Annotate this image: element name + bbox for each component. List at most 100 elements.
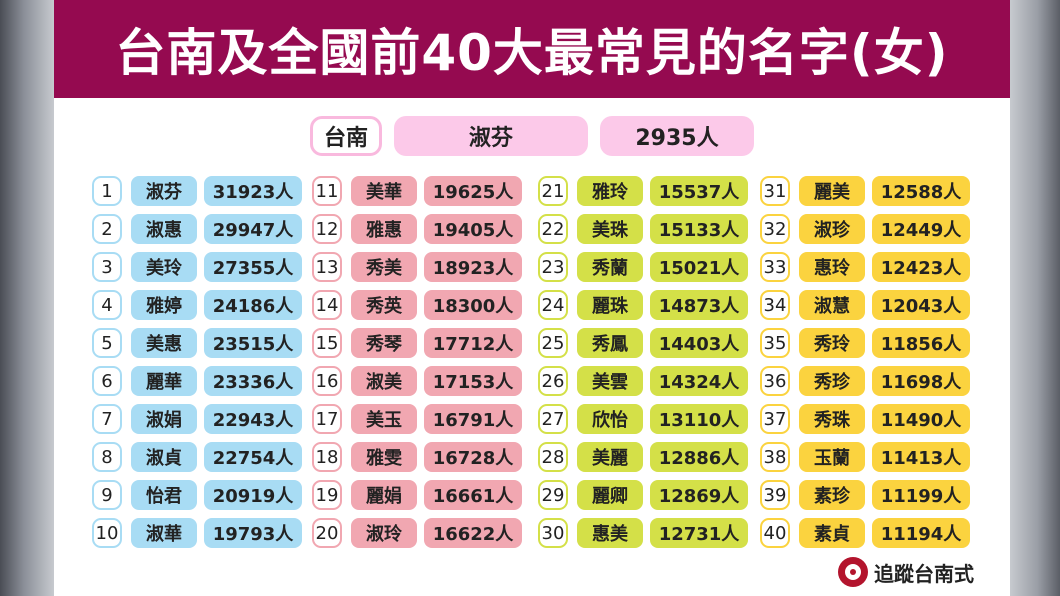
name-count: 16622人 (424, 518, 522, 548)
name-count: 14403人 (650, 328, 748, 358)
rank-number: 35 (760, 328, 790, 358)
name-count: 12449人 (872, 214, 970, 244)
name-count: 11413人 (872, 442, 970, 472)
given-name: 雅玲 (577, 176, 643, 206)
given-name: 玉蘭 (799, 442, 865, 472)
rank-number: 29 (538, 480, 568, 510)
name-count: 19625人 (424, 176, 522, 206)
brand-logo: 追蹤台南式 (838, 556, 974, 588)
name-count: 13110人 (650, 404, 748, 434)
given-name: 麗珠 (577, 290, 643, 320)
highlight-city-label: 台南 (310, 116, 382, 156)
rank-number: 17 (312, 404, 342, 434)
given-name: 淑惠 (131, 214, 197, 244)
given-name: 秀珠 (799, 404, 865, 434)
rank-number: 39 (760, 480, 790, 510)
name-count: 19793人 (204, 518, 302, 548)
rank-number: 20 (312, 518, 342, 548)
name-count: 11698人 (872, 366, 970, 396)
name-count: 12731人 (650, 518, 748, 548)
plum-blossom-icon (838, 557, 868, 587)
name-count: 14873人 (650, 290, 748, 320)
rank-number: 27 (538, 404, 568, 434)
rank-number: 3 (92, 252, 122, 282)
name-count: 17153人 (424, 366, 522, 396)
given-name: 淑貞 (131, 442, 197, 472)
name-count: 27355人 (204, 252, 302, 282)
given-name: 淑芬 (131, 176, 197, 206)
background-right (1010, 0, 1060, 596)
given-name: 惠玲 (799, 252, 865, 282)
given-name: 淑玲 (351, 518, 417, 548)
name-count: 31923人 (204, 176, 302, 206)
given-name: 雅婷 (131, 290, 197, 320)
given-name: 淑娟 (131, 404, 197, 434)
name-count: 14324人 (650, 366, 748, 396)
name-count: 20919人 (204, 480, 302, 510)
given-name: 素珍 (799, 480, 865, 510)
name-count: 15537人 (650, 176, 748, 206)
given-name: 秀琴 (351, 328, 417, 358)
name-count: 19405人 (424, 214, 522, 244)
rank-number: 2 (92, 214, 122, 244)
rank-number: 4 (92, 290, 122, 320)
given-name: 素貞 (799, 518, 865, 548)
rank-number: 15 (312, 328, 342, 358)
name-count: 18300人 (424, 290, 522, 320)
rank-number: 19 (312, 480, 342, 510)
name-count: 12423人 (872, 252, 970, 282)
given-name: 秀英 (351, 290, 417, 320)
rank-number: 37 (760, 404, 790, 434)
rank-number: 7 (92, 404, 122, 434)
name-count: 11856人 (872, 328, 970, 358)
given-name: 惠美 (577, 518, 643, 548)
name-count: 22943人 (204, 404, 302, 434)
name-count: 11490人 (872, 404, 970, 434)
rank-number: 16 (312, 366, 342, 396)
rank-number: 13 (312, 252, 342, 282)
name-count: 22754人 (204, 442, 302, 472)
given-name: 麗華 (131, 366, 197, 396)
given-name: 淑慧 (799, 290, 865, 320)
rank-number: 32 (760, 214, 790, 244)
name-count: 11194人 (872, 518, 970, 548)
given-name: 秀蘭 (577, 252, 643, 282)
name-count: 17712人 (424, 328, 522, 358)
rank-number: 18 (312, 442, 342, 472)
given-name: 麗卿 (577, 480, 643, 510)
given-name: 秀珍 (799, 366, 865, 396)
brand-text: 追蹤台南式 (874, 561, 974, 586)
name-count: 16791人 (424, 404, 522, 434)
given-name: 欣怡 (577, 404, 643, 434)
given-name: 秀美 (351, 252, 417, 282)
rank-number: 28 (538, 442, 568, 472)
given-name: 麗娟 (351, 480, 417, 510)
rank-number: 30 (538, 518, 568, 548)
rank-number: 36 (760, 366, 790, 396)
rank-number: 24 (538, 290, 568, 320)
name-count: 16661人 (424, 480, 522, 510)
rank-number: 12 (312, 214, 342, 244)
title-banner: 台南及全國前40大最常見的名字(女) (54, 0, 1010, 98)
rank-number: 1 (92, 176, 122, 206)
given-name: 美麗 (577, 442, 643, 472)
given-name: 美珠 (577, 214, 643, 244)
highlight-name: 淑芬 (394, 116, 588, 156)
rank-number: 14 (312, 290, 342, 320)
given-name: 美玲 (131, 252, 197, 282)
given-name: 美雲 (577, 366, 643, 396)
name-count: 16728人 (424, 442, 522, 472)
rank-number: 40 (760, 518, 790, 548)
name-count: 15021人 (650, 252, 748, 282)
rank-number: 9 (92, 480, 122, 510)
given-name: 淑美 (351, 366, 417, 396)
highlight-count: 2935人 (600, 116, 754, 156)
rank-number: 25 (538, 328, 568, 358)
given-name: 美玉 (351, 404, 417, 434)
rank-number: 10 (92, 518, 122, 548)
name-count: 29947人 (204, 214, 302, 244)
rank-number: 11 (312, 176, 342, 206)
rank-number: 21 (538, 176, 568, 206)
rank-number: 26 (538, 366, 568, 396)
rank-number: 6 (92, 366, 122, 396)
